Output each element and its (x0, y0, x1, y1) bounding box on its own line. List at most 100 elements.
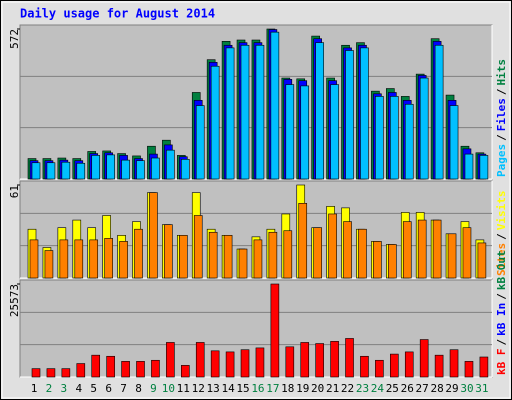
bar (46, 368, 56, 378)
bar (106, 355, 115, 378)
legend-entry: Visits (495, 191, 508, 231)
x-tick-label: 11 (177, 382, 190, 395)
x-tick-label: 3 (61, 382, 68, 395)
bar (166, 149, 175, 180)
bar (404, 103, 414, 180)
bar (330, 84, 339, 180)
bar (181, 159, 190, 180)
bar (447, 233, 457, 279)
bar (31, 162, 41, 180)
bar (417, 219, 427, 279)
x-tick-label: 31 (475, 382, 488, 395)
legend: kB F / kB In / kB Out (495, 250, 508, 375)
bar (240, 349, 250, 378)
x-tick-label: 1 (31, 382, 38, 395)
bar (462, 227, 472, 279)
x-tick-label: 14 (221, 382, 235, 395)
bar (106, 154, 115, 180)
bar (373, 241, 382, 279)
bar (375, 96, 384, 180)
bar (151, 157, 160, 180)
bar (166, 342, 175, 378)
bar (449, 349, 459, 378)
x-tick-label: 27 (416, 382, 429, 395)
y-tick-label: 572 (8, 29, 21, 49)
bar (91, 155, 101, 180)
legend: Pages / Files / Hits (495, 59, 508, 177)
bar (313, 227, 322, 279)
x-tick-label: 10 (162, 382, 175, 395)
bar (181, 365, 190, 378)
x-tick-label: 6 (105, 382, 112, 395)
bar (136, 361, 145, 378)
x-tick-label: 15 (236, 382, 249, 395)
bar (44, 250, 54, 279)
bar (29, 239, 39, 279)
bar (464, 153, 474, 180)
bar (345, 50, 354, 180)
bar (134, 228, 143, 279)
bar (360, 47, 369, 180)
bar (300, 342, 310, 378)
bar (270, 283, 280, 378)
bar (479, 155, 489, 180)
bar (89, 239, 99, 279)
bar (61, 368, 71, 378)
bar (283, 230, 293, 279)
bar (434, 354, 444, 378)
x-tick-label: 8 (135, 382, 142, 395)
bar (121, 159, 130, 180)
bar (193, 215, 203, 279)
bar (360, 355, 369, 378)
x-tick-label: 9 (150, 382, 157, 395)
bar (253, 239, 263, 279)
x-tick-label: 13 (207, 382, 220, 395)
bar (404, 351, 414, 378)
x-tick-label: 7 (120, 382, 127, 395)
bar (195, 342, 205, 378)
legend-entry: kB In (495, 303, 508, 336)
bar (74, 239, 84, 279)
bar (149, 192, 158, 279)
x-tick-label: 29 (445, 382, 458, 395)
bar (255, 44, 265, 180)
x-tick-label: 2 (46, 382, 53, 395)
bar (268, 231, 278, 279)
legend-entry: kB Out (495, 250, 508, 290)
legend: Sites / Visits (495, 191, 508, 277)
x-tick-label: 22 (341, 382, 354, 395)
bar (195, 105, 205, 180)
bar (61, 161, 71, 180)
bar (432, 219, 442, 279)
bar (375, 359, 384, 378)
x-tick-label: 23 (356, 382, 369, 395)
x-tick-label: 25 (386, 382, 399, 395)
bar (46, 162, 56, 180)
bar (285, 346, 295, 378)
bar (330, 341, 339, 378)
bar (345, 338, 354, 378)
bar (419, 339, 429, 378)
legend-entry: Hits (495, 59, 508, 86)
bar (121, 361, 130, 378)
bar (270, 31, 280, 180)
chart-title: Daily usage for August 2014 (20, 7, 215, 21)
bar (225, 47, 235, 180)
bar (315, 343, 324, 378)
legend-separator: / (495, 293, 508, 300)
x-tick-label: 5 (90, 382, 97, 395)
x-tick-label: 4 (75, 382, 82, 395)
bar (449, 105, 459, 180)
legend-separator: / (495, 88, 508, 95)
bar (240, 44, 250, 180)
bar (225, 351, 235, 378)
bar (104, 238, 113, 279)
legend-separator: / (495, 134, 508, 141)
x-tick-label: 24 (371, 382, 385, 395)
x-tick-label: 16 (251, 382, 264, 395)
bar (255, 347, 265, 378)
bar (76, 363, 86, 378)
bar (210, 350, 220, 378)
